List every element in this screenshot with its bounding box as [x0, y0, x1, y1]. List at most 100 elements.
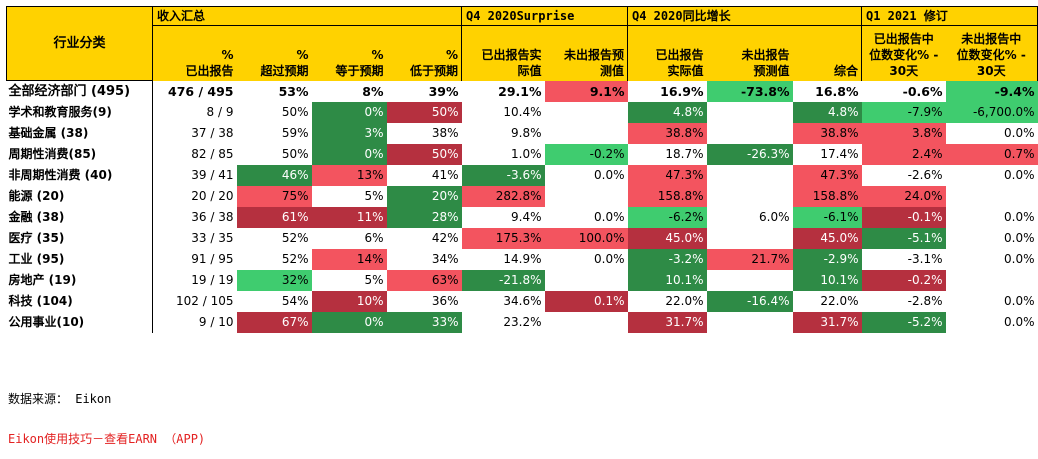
- data-source-note: 数据来源： Eikon: [8, 392, 112, 406]
- column-header-growth-actual: 已出报告 实际值: [627, 25, 707, 81]
- column-header-line: 已出报告实: [481, 47, 542, 62]
- cell-growth-estimate: [707, 228, 793, 249]
- column-header-pct-inline: % 等于预期: [311, 25, 387, 81]
- cell-growth-actual: 158.8%: [627, 185, 707, 207]
- cell-revision-unreported: 0.0%: [1004, 167, 1035, 182]
- column-header-line: 等于预期: [335, 63, 384, 78]
- industry-label: 周期性消费(85): [8, 146, 97, 161]
- cell-growth-actual: 47.3%: [627, 164, 707, 186]
- cell-surprise-estimate: 100.0%: [544, 227, 628, 249]
- column-header-surprise-actual: 已出报告实 际值: [461, 25, 545, 81]
- cell-pct-beat: 67%: [236, 311, 312, 333]
- cell-revision-reported: -2.6%: [907, 167, 943, 182]
- column-header-line: 未出报告: [741, 47, 790, 62]
- table-row: 非周期性消费 (40) 39 / 41 46% 13% 41% -3.6% 0.0% 47.3…: [7, 164, 1038, 186]
- cell-surprise-actual: 23.2%: [503, 314, 542, 329]
- cell-surprise-estimate: 0.1%: [544, 290, 628, 312]
- cell-growth-blended: 47.3%: [792, 164, 862, 186]
- cell-growth-estimate: [707, 165, 793, 186]
- cell-pct-inline: 5%: [364, 272, 384, 287]
- industry-label: 工业 (95): [8, 251, 65, 266]
- cell-pct-beat: 52%: [281, 251, 309, 266]
- cell-pct-inline: 13%: [311, 164, 387, 186]
- column-header-line: %: [445, 47, 458, 62]
- cell-revision-reported: 2.4%: [861, 143, 946, 165]
- cell-growth-actual: 31.7%: [627, 311, 707, 333]
- column-header-line: 未出报告中: [961, 31, 1022, 46]
- column-header-line: 30天: [889, 63, 919, 78]
- cell-pct-reported: 36 / 38: [152, 206, 237, 228]
- cell-revision-unreported: 0.0%: [1004, 230, 1035, 245]
- industry-label: 基础金属 (38): [8, 125, 89, 140]
- cell-pct-reported: 476 / 495: [152, 80, 237, 102]
- cell-pct-miss: 34%: [431, 251, 459, 266]
- cell-growth-blended: 4.8%: [792, 101, 862, 123]
- group-header-revision: Q1 2021 修订: [861, 6, 1038, 26]
- column-header-pct-reported: % 已出报告: [152, 25, 237, 81]
- cell-growth-estimate: -73.8%: [706, 80, 793, 102]
- cell-growth-estimate: [707, 186, 793, 207]
- cell-surprise-actual: 282.8%: [461, 185, 545, 207]
- cell-growth-blended: 45.0%: [792, 227, 862, 249]
- cell-growth-blended: -6.1%: [792, 206, 862, 228]
- cell-pct-miss: 39%: [428, 83, 459, 99]
- cell-growth-estimate: 21.7%: [706, 248, 793, 270]
- cell-pct-reported: 20 / 20: [152, 185, 237, 207]
- cell-surprise-estimate: [545, 123, 628, 144]
- cell-revision-unreported: [946, 186, 1038, 207]
- column-header-row: % 已出报告% 超过预期% 等于预期% 低于预期 已出报告实 际值 未出报告预 测值 已出报告 实际…: [7, 25, 1038, 81]
- cell-pct-miss: 33%: [386, 311, 462, 333]
- cell-growth-estimate: [707, 102, 793, 123]
- industry-label: 医疗 (35): [8, 230, 65, 245]
- cell-surprise-actual: 9.4%: [511, 209, 542, 224]
- cell-surprise-actual: 14.9%: [503, 251, 542, 266]
- cell-growth-actual: 22.0%: [665, 293, 704, 308]
- table-row: 周期性消费(85) 82 / 85 50% 0% 50% 1.0% -0.2% 18.7% -2…: [7, 143, 1038, 165]
- cell-growth-estimate: [707, 312, 793, 333]
- column-header-line: 低于预期: [409, 63, 458, 78]
- eikon-tip-note: Eikon使用技巧－查看EARN （APP): [8, 432, 206, 446]
- cell-pct-inline: 5%: [364, 188, 384, 203]
- industry-column-header: 行业分类: [6, 6, 153, 81]
- cell-revision-reported: -0.6%: [902, 83, 943, 99]
- cell-pct-inline: 8%: [362, 83, 384, 99]
- cell-pct-miss: 50%: [386, 101, 462, 123]
- column-header-line: 未出报告预: [563, 47, 624, 62]
- industry-label: 金融 (38): [8, 209, 65, 224]
- cell-growth-blended: 22.0%: [820, 293, 859, 308]
- column-header-line: 实际值: [667, 63, 704, 78]
- column-header-pct-miss: % 低于预期: [386, 25, 462, 81]
- cell-pct-beat: 75%: [236, 185, 312, 207]
- column-header-line: 预测值: [753, 63, 790, 78]
- cell-pct-beat: 53%: [278, 83, 309, 99]
- table-row: 医疗 (35) 33 / 35 52% 6% 42% 175.3% 100.0% 45.0% 4…: [7, 227, 1038, 249]
- cell-surprise-estimate: 0.0%: [594, 251, 625, 266]
- cell-pct-beat: 54%: [281, 293, 309, 308]
- cell-pct-reported: 82 / 85: [152, 143, 237, 165]
- cell-growth-actual: 18.7%: [665, 146, 704, 161]
- cell-pct-reported: 39 / 41: [152, 164, 237, 186]
- column-header-growth-estimate: 未出报告 预测值: [706, 25, 793, 81]
- cell-growth-actual: 16.9%: [660, 83, 704, 99]
- cell-surprise-estimate: [545, 270, 628, 291]
- cell-pct-beat: 32%: [236, 269, 312, 291]
- table-row: 能源 (20) 20 / 20 75% 5% 20% 282.8% 158.8% 158.8%…: [7, 185, 1038, 207]
- cell-growth-estimate: [707, 123, 793, 144]
- cell-revision-reported: -0.2%: [861, 269, 946, 291]
- cell-pct-miss: 50%: [386, 143, 462, 165]
- cell-revision-reported: -3.1%: [907, 251, 943, 266]
- cell-surprise-actual: 34.6%: [503, 293, 542, 308]
- cell-growth-blended: 16.8%: [815, 83, 859, 99]
- cell-revision-reported: -0.1%: [861, 206, 946, 228]
- cell-surprise-actual: 9.8%: [511, 125, 542, 140]
- column-header-line: 30天: [976, 63, 1006, 78]
- cell-surprise-actual: 175.3%: [461, 227, 545, 249]
- cell-growth-estimate: -16.4%: [706, 290, 793, 312]
- cell-pct-miss: 20%: [386, 185, 462, 207]
- column-header-line: 综合: [833, 63, 858, 78]
- cell-revision-reported: -5.1%: [861, 227, 946, 249]
- table-row: 科技 (104) 102 / 105 54% 10% 36% 34.6% 0.1% 22.0%…: [7, 290, 1038, 312]
- cell-revision-unreported: 0.0%: [1004, 293, 1035, 308]
- cell-pct-reported: 102 / 105: [152, 290, 237, 312]
- cell-growth-estimate: 6.0%: [759, 209, 790, 224]
